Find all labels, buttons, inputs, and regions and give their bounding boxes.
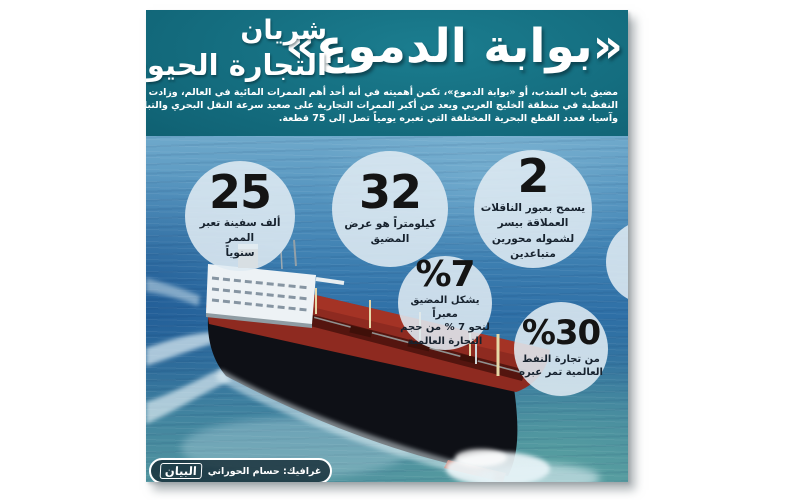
stat-bubble-oil-trade-share: %30 من تجارة النفط العالمية تمر عبره — [514, 302, 608, 396]
credit-badge: غرافيك: حسام الحوراني البيان — [149, 458, 333, 482]
stat-bubble-strait-width: 32 كيلومتراً هو عرض المضيق — [332, 151, 448, 267]
sea-photo — [146, 136, 628, 482]
decorative-edge-bubble — [606, 220, 628, 304]
stat-bubble-shipping-lanes: 2 يسمح بعبور الناقلات العملاقة بيسر لشمو… — [474, 150, 592, 268]
credit-text: غرافيك: حسام الحوراني — [207, 465, 322, 477]
tanker-illustration — [146, 239, 600, 482]
intro-paragraph: مضيق باب المندب، أو «بوابة الدموع»، تكمن… — [146, 87, 618, 124]
stat-caption: يسمح بعبور الناقلات العملاقة بيسر لشموله… — [480, 201, 586, 261]
subheadline-text: التجارة الحيوي — [146, 48, 327, 82]
stat-value: %30 — [521, 313, 601, 354]
albayan-logo: البيان — [159, 463, 203, 479]
stat-value: %7 — [415, 253, 475, 295]
stat-value: 25 — [209, 164, 272, 219]
headline-text: «بوابة الدموع» — [284, 19, 624, 74]
stat-value: 2 — [517, 149, 550, 204]
stat-caption: ألف سفينة تعبر الممر سنوياً — [199, 217, 281, 260]
stat-caption: يشكل المضيق معبراً لنحو 7 % من حجم التجا… — [400, 295, 490, 347]
stat-value: 32 — [359, 165, 422, 220]
infographic-card: «بوابة الدموع» .. شريان التجارة الحيوي م… — [146, 10, 628, 482]
headline-dots: .. — [322, 36, 347, 71]
kicker-text: شريان — [240, 15, 327, 46]
stat-caption: كيلومتراً هو عرض المضيق — [344, 217, 436, 245]
stat-bubble-world-trade-share: %7 يشكل المضيق معبراً لنحو 7 % من حجم ال… — [398, 256, 492, 350]
stat-bubble-ships-per-year: 25 ألف سفينة تعبر الممر سنوياً — [185, 161, 295, 271]
stat-caption: من تجارة النفط العالمية تمر عبره — [519, 353, 603, 379]
header-band: «بوابة الدموع» .. شريان التجارة الحيوي م… — [146, 10, 628, 136]
